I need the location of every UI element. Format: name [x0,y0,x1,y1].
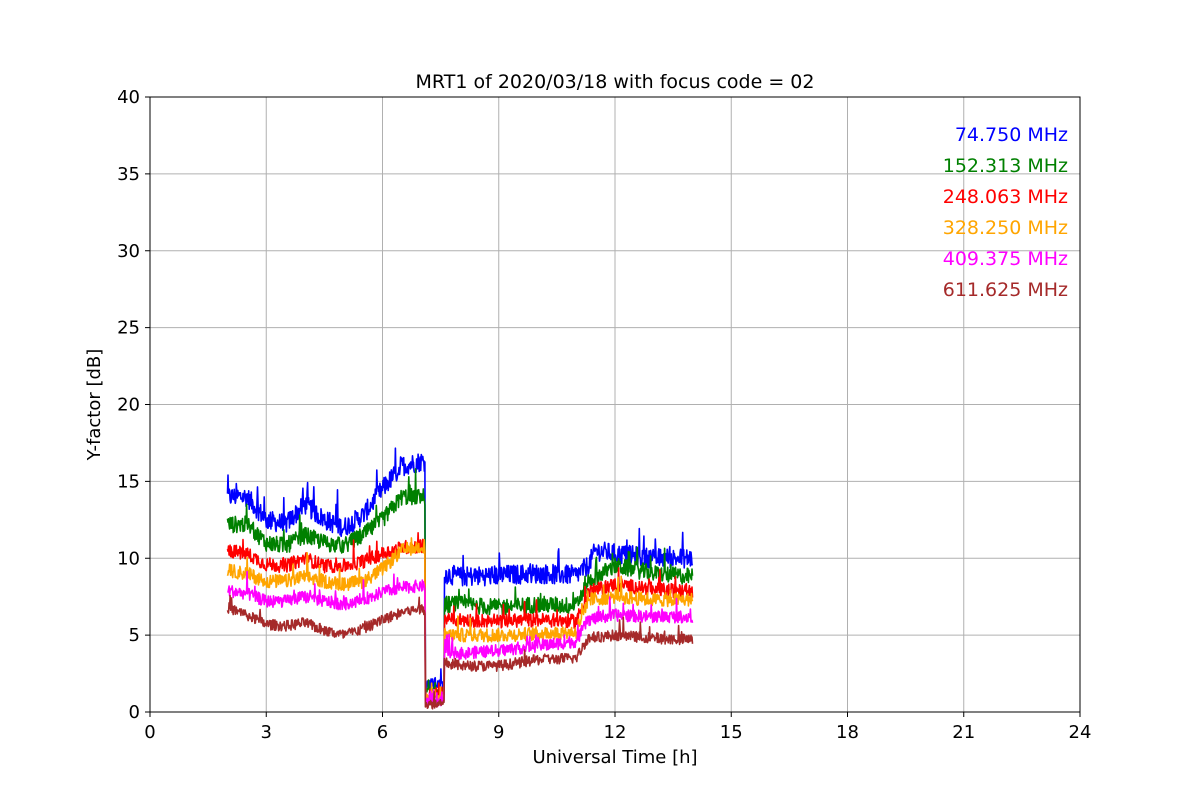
y-tick-label: 10 [117,548,140,569]
y-tick-label: 15 [117,471,140,492]
x-tick-label: 9 [493,722,504,743]
grid [150,97,1080,712]
legend-entry-3: 328.250 MHz [943,217,1068,239]
y-tick-label: 0 [129,702,140,723]
series-line-2 [226,532,694,702]
y-tick-label: 20 [117,395,140,416]
series-line-3 [226,537,694,703]
x-tick-label: 0 [144,722,155,743]
x-tick-label: 12 [604,722,627,743]
legend-entry-2: 248.063 MHz [943,186,1068,208]
legend-entry-4: 409.375 MHz [943,248,1068,270]
x-tick-label: 21 [952,722,975,743]
series-line-4 [227,570,694,707]
y-tick-label: 35 [117,164,140,185]
series-line-1 [226,468,694,698]
legend-entry-0: 74.750 MHz [955,124,1068,146]
series-layer [226,447,694,710]
legend-entry-5: 611.625 MHz [943,279,1068,301]
y-tick-label: 40 [117,87,140,108]
y-tick-label: 25 [117,318,140,339]
chart-title: MRT1 of 2020/03/18 with focus code = 02 [416,71,815,93]
y-axis-label: Y-factor [dB] [84,349,105,462]
x-tick-label: 15 [720,722,743,743]
x-tick-label: 3 [261,722,272,743]
x-tick-label: 24 [1069,722,1092,743]
y-tick-label: 5 [129,625,140,646]
series-line-5 [226,594,694,710]
x-tick-label: 6 [377,722,388,743]
x-axis-label: Universal Time [h] [532,747,697,768]
legend-entry-1: 152.313 MHz [943,155,1068,177]
legend: 74.750 MHz 152.313 MHz 248.063 MHz 328.250 … [943,124,1068,301]
y-tick-label: 30 [117,241,140,262]
ticks: 0 3 6 9 12 15 18 21 24 0 5 10 15 20 25 30 35 40 [117,87,1091,743]
x-tick-label: 18 [836,722,859,743]
